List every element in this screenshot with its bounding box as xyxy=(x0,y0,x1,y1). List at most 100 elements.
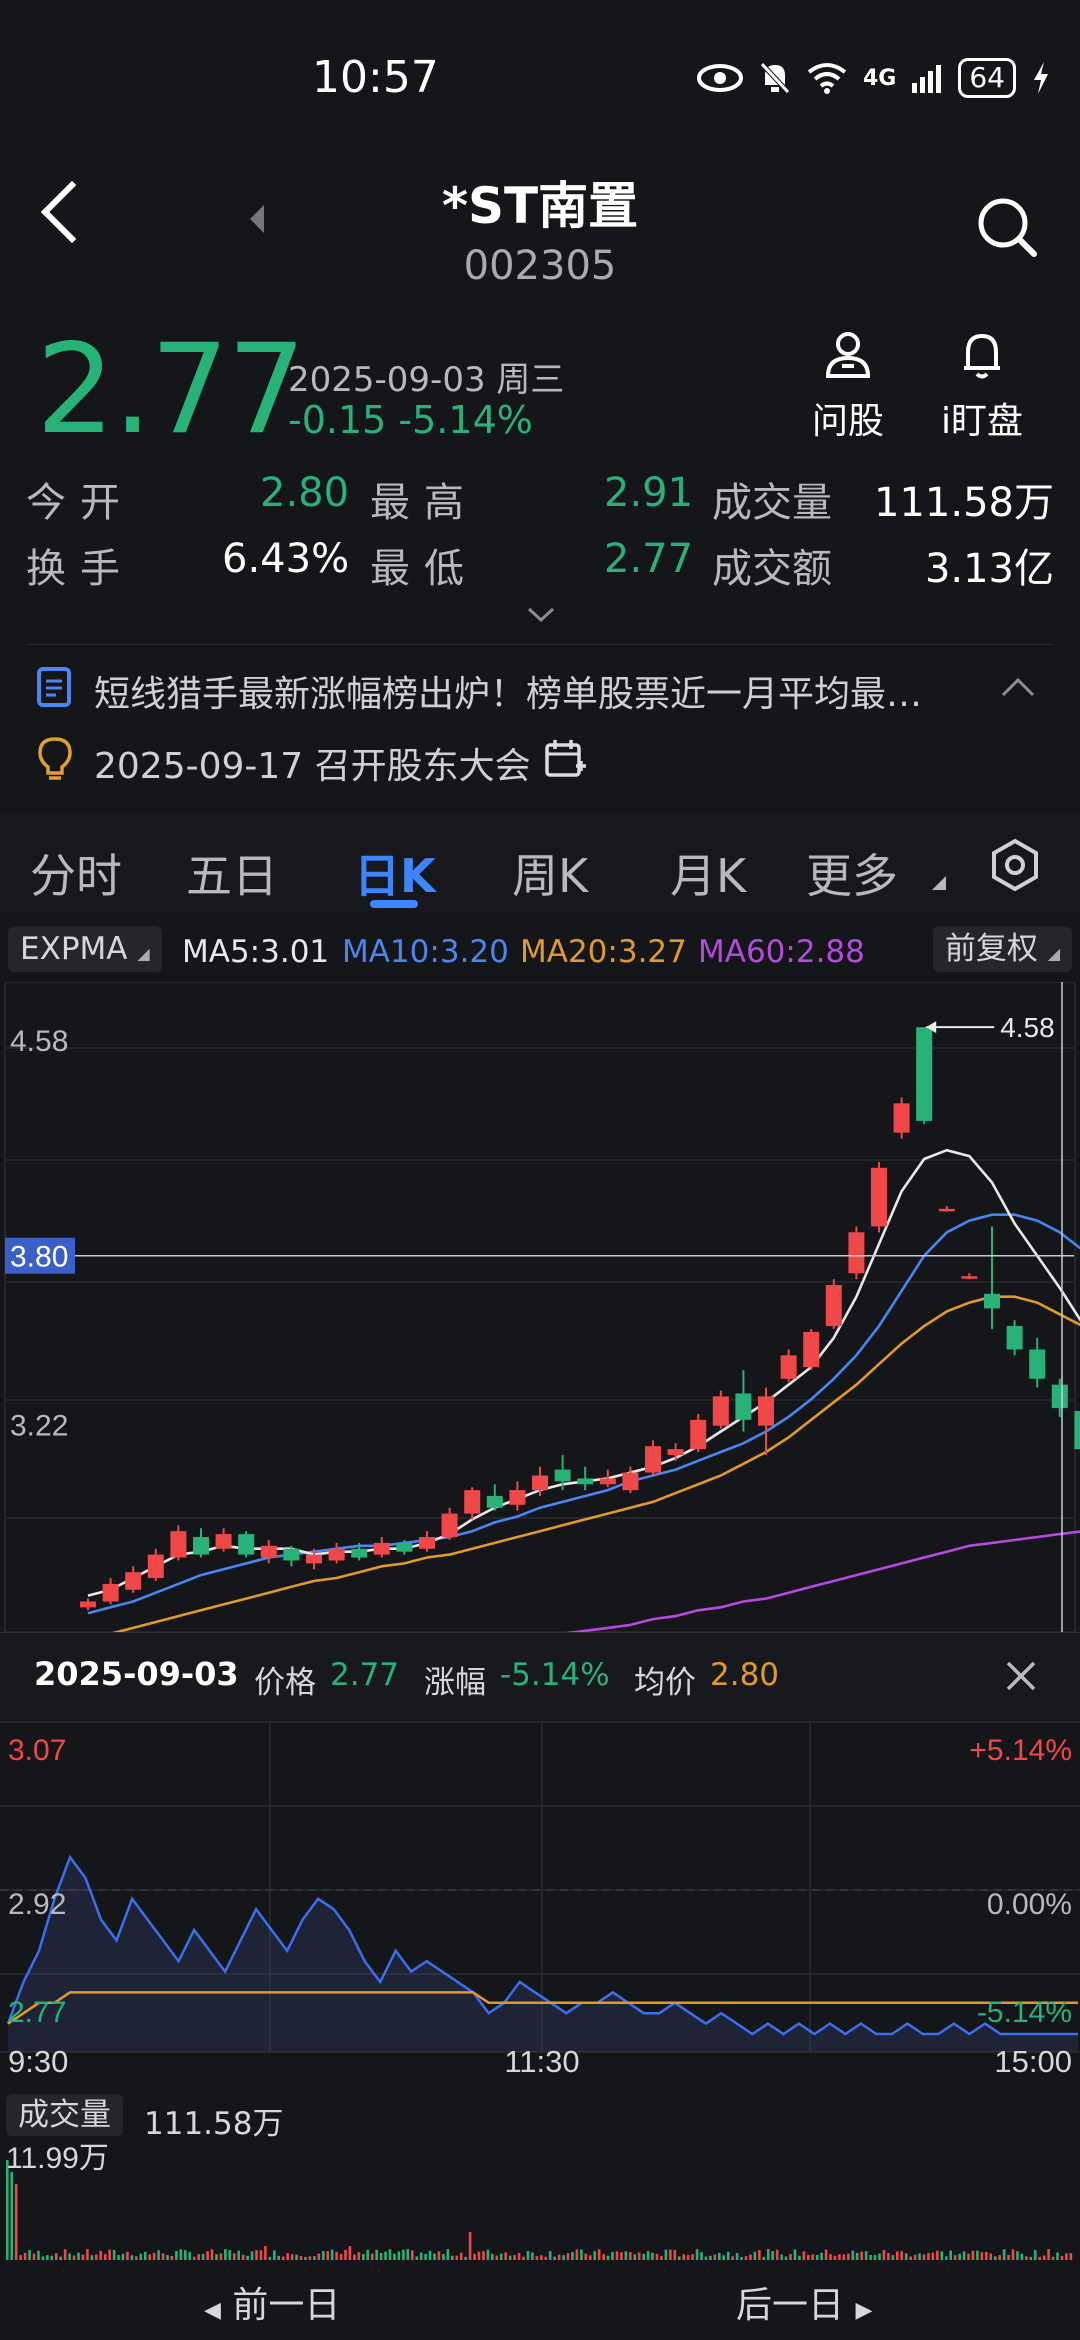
volume-bar xyxy=(308,2256,312,2260)
volume-bar xyxy=(433,2253,436,2260)
volume-bar xyxy=(904,2253,908,2260)
volume-bar xyxy=(1029,2256,1033,2260)
volume-bar xyxy=(971,2250,975,2260)
collapse-chevron-icon[interactable] xyxy=(1000,676,1036,698)
volume-bar xyxy=(406,2249,410,2260)
time-midday: 11:30 xyxy=(504,2044,579,2078)
candle-body xyxy=(645,1446,661,1473)
volume-bar xyxy=(677,2256,681,2260)
wifi-icon xyxy=(807,63,847,94)
volume-bar xyxy=(686,2255,690,2260)
price-change: -0.15 -5.14% xyxy=(288,398,533,442)
bell-icon xyxy=(964,333,1000,379)
volume-bar xyxy=(170,2255,174,2260)
volume-bar xyxy=(851,2250,855,2260)
volume-bar xyxy=(918,2253,921,2260)
quote-date: 2025-09-03 周三 xyxy=(288,360,565,400)
candle-body xyxy=(509,1490,526,1505)
candle-body xyxy=(690,1419,707,1450)
calendar-add-icon[interactable] xyxy=(544,738,586,780)
meeting-notice[interactable]: 2025-09-17 召开股东大会 xyxy=(94,746,531,787)
kline-chart[interactable]: 3.80 4.58 3.22 4.58 xyxy=(0,982,1080,1632)
volume-bar xyxy=(962,2251,966,2260)
volume-bar xyxy=(833,2255,837,2260)
dropdown-triangle-icon: ◢ xyxy=(137,944,150,963)
volume-bar xyxy=(1011,2249,1015,2260)
indicator-bar: EXPMA ◢ MA5:3.01 MA10:3.20 MA20:3.27 MA6… xyxy=(0,926,1080,978)
volume-bar xyxy=(143,2251,147,2260)
settings-icon[interactable] xyxy=(988,838,1042,892)
volume-bar xyxy=(90,2255,94,2260)
crosshair-price: 3.80 xyxy=(10,1241,68,1274)
person-icon xyxy=(825,332,871,378)
tab-weekly-k[interactable]: 周K xyxy=(512,849,589,903)
volume-bar xyxy=(388,2249,392,2260)
volume-bar xyxy=(798,2255,801,2260)
volume-bar xyxy=(753,2251,757,2260)
intraday-bottom-left: 2.77 xyxy=(8,1996,66,2029)
detail-avg: 2.80 xyxy=(710,1657,780,1693)
volume-bar xyxy=(410,2250,414,2260)
next-day-button[interactable]: 后一日 ▶ xyxy=(736,2276,872,2328)
previous-day-button[interactable]: ◀ 前一日 xyxy=(204,2276,340,2328)
detail-pct-label: 涨幅 xyxy=(424,1665,486,1701)
volume-bar xyxy=(807,2255,810,2260)
volume-bar xyxy=(517,2252,521,2260)
tab-more[interactable]: 更多 xyxy=(806,849,898,903)
volume-bar xyxy=(989,2253,993,2260)
candle-body xyxy=(125,1572,142,1590)
document-icon xyxy=(37,667,71,707)
close-icon[interactable] xyxy=(1004,1659,1038,1693)
high-label: 最高 xyxy=(370,480,478,526)
volume-bar xyxy=(504,2252,507,2260)
volume-bar xyxy=(482,2251,485,2260)
right-triangle-icon: ▶ xyxy=(855,2298,873,2323)
volume-row: 成交量 111.58万 xyxy=(0,2090,1080,2142)
volume-bar xyxy=(1038,2256,1041,2260)
volume-bar xyxy=(68,2253,71,2260)
expand-chevron-icon[interactable] xyxy=(526,606,556,624)
volume-bar xyxy=(424,2253,427,2260)
main-indicator-select[interactable]: EXPMA ◢ xyxy=(8,926,162,972)
tab-monthly-k[interactable]: 月K xyxy=(670,849,747,903)
volume-bar xyxy=(566,2253,570,2260)
volume-bar xyxy=(887,2253,890,2260)
volume-bar xyxy=(19,2255,22,2260)
ma10-line xyxy=(87,1213,1080,1615)
intraday-avg-line xyxy=(7,1991,1078,2025)
news-headline[interactable]: 短线猎手最新涨幅榜出炉！榜单股票近一月平均最… xyxy=(94,674,923,715)
volume-bar xyxy=(1056,2252,1059,2260)
intraday-chart[interactable]: 3.07 +5.14% 2.92 0.00% 2.77 -5.14% 9:30 … xyxy=(0,1718,1080,2078)
candle-body xyxy=(916,1027,933,1121)
volume-bar xyxy=(175,2250,178,2260)
ma5-value: MA5:3.01 xyxy=(182,934,330,970)
volume-bar xyxy=(1047,2249,1050,2260)
volume-bar xyxy=(548,2251,552,2260)
volume-bar xyxy=(10,2172,14,2260)
volume-bar xyxy=(299,2255,303,2260)
volume-bar xyxy=(246,2255,249,2260)
ask-stock-button[interactable]: 问股 xyxy=(788,330,908,444)
tab-timeshare[interactable]: 分时 xyxy=(30,849,122,903)
volume-bar xyxy=(646,2251,650,2260)
intraday-top-left: 3.07 xyxy=(8,1734,66,1767)
tab-daily-k[interactable]: 日K xyxy=(354,849,436,903)
volume-bar xyxy=(455,2255,459,2260)
volume-bar xyxy=(740,2256,743,2260)
previous-stock-icon[interactable] xyxy=(250,205,264,233)
tab-five-day[interactable]: 五日 xyxy=(186,849,278,903)
volume-tab[interactable]: 成交量 xyxy=(6,2094,123,2136)
volume-bar xyxy=(615,2251,619,2260)
candle-body xyxy=(848,1232,865,1274)
watch-button[interactable]: i盯盘 xyxy=(922,330,1042,444)
volume-bar xyxy=(442,2254,445,2260)
more-dropdown-icon xyxy=(932,876,946,890)
volume-bar xyxy=(642,2253,645,2260)
search-icon[interactable] xyxy=(976,196,1038,258)
time-close: 15:00 xyxy=(994,2044,1072,2078)
adjust-select[interactable]: 前复权 ◢ xyxy=(932,926,1072,972)
volume-bar xyxy=(766,2249,770,2260)
volume-chart: 11.99万 xyxy=(6,2142,1073,2260)
volume-bar xyxy=(949,2250,952,2260)
ma20-line xyxy=(111,1295,1080,1632)
